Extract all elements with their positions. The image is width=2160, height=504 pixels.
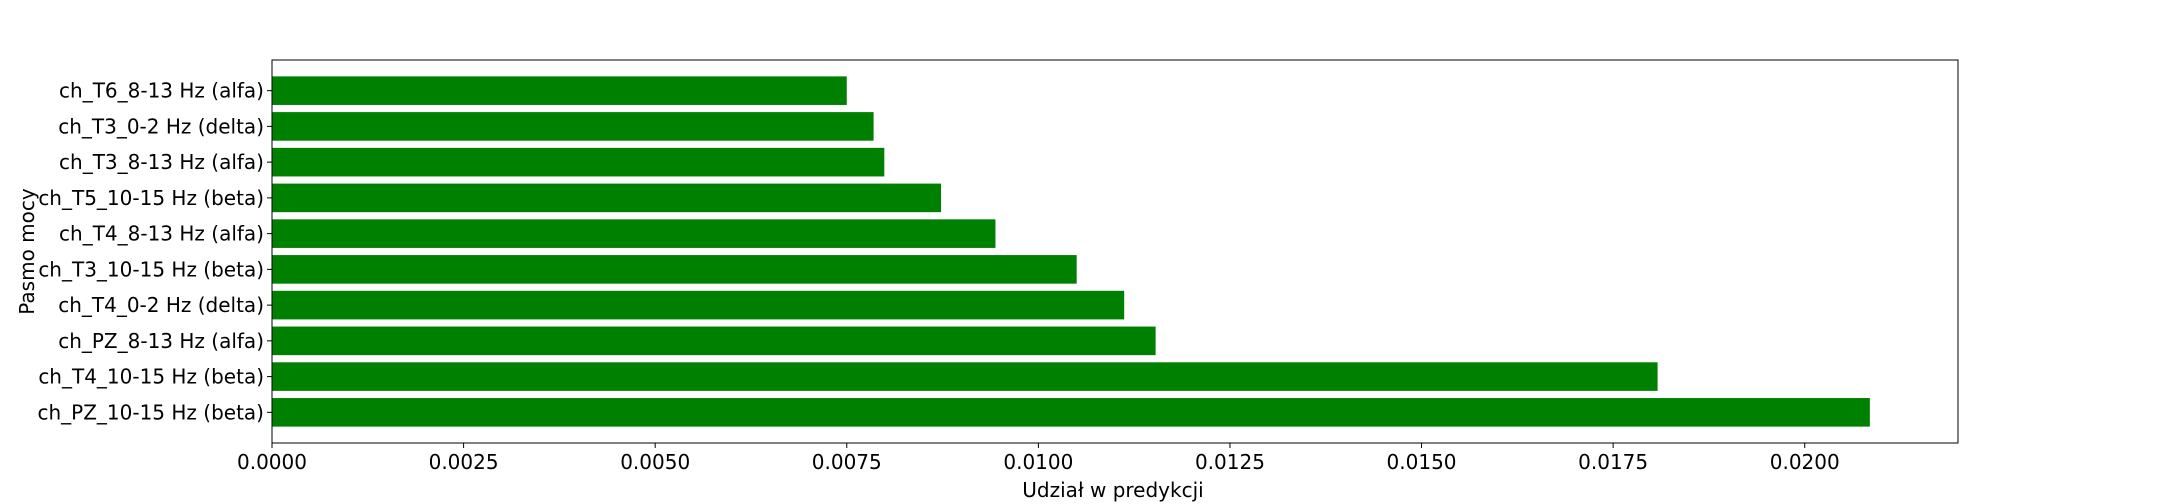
y-tick-label: ch_T6_8-13 Hz (alfa) <box>59 79 264 103</box>
y-tick-label: ch_T5_10-15 Hz (beta) <box>38 186 264 210</box>
y-tick-label: ch_T3_10-15 Hz (beta) <box>38 257 264 281</box>
x-tick-label: 0.0075 <box>812 450 882 474</box>
bar <box>272 398 1870 427</box>
bar <box>272 219 996 248</box>
bar <box>272 290 1125 320</box>
bar <box>272 112 874 141</box>
x-tick-label: 0.0125 <box>1195 450 1265 474</box>
x-tick-label: 0.0000 <box>237 450 307 474</box>
x-tick-label: 0.0175 <box>1578 450 1648 474</box>
x-tick-label: 0.0050 <box>620 450 690 474</box>
y-axis: ch_PZ_10-15 Hz (beta) ch_T4_10-15 Hz (bet… <box>37 79 272 424</box>
y-tick-label: ch_T4_0-2 Hz (delta) <box>58 293 264 317</box>
x-tick-label: 0.0200 <box>1770 450 1840 474</box>
bars-group <box>272 76 1870 427</box>
x-tick-label: 0.0025 <box>429 450 499 474</box>
bar <box>272 326 1156 356</box>
y-tick-label: ch_PZ_8-13 Hz (alfa) <box>58 329 264 353</box>
bar <box>272 147 885 177</box>
bar <box>272 183 942 213</box>
y-tick-label: ch_T4_10-15 Hz (beta) <box>38 365 264 389</box>
bar <box>272 362 1658 391</box>
x-axis: 0.0000 0.0025 0.0050 0.0075 0.0100 0.0125 0.01… <box>237 443 1840 474</box>
bar <box>272 255 1077 284</box>
x-tick-label: 0.0150 <box>1387 450 1457 474</box>
x-axis-label: Udział w predykcji <box>1022 478 1203 502</box>
y-tick-label: ch_T3_8-13 Hz (alfa) <box>59 150 264 174</box>
bar <box>272 76 847 105</box>
y-axis-label: Pasmo mocy <box>15 188 39 315</box>
x-tick-label: 0.0100 <box>1003 450 1073 474</box>
y-tick-label: ch_PZ_10-15 Hz (beta) <box>37 400 264 424</box>
plot-frame <box>271 59 1959 444</box>
y-tick-label: ch_T3_0-2 Hz (delta) <box>58 114 264 138</box>
y-tick-label: ch_T4_8-13 Hz (alfa) <box>59 222 264 246</box>
